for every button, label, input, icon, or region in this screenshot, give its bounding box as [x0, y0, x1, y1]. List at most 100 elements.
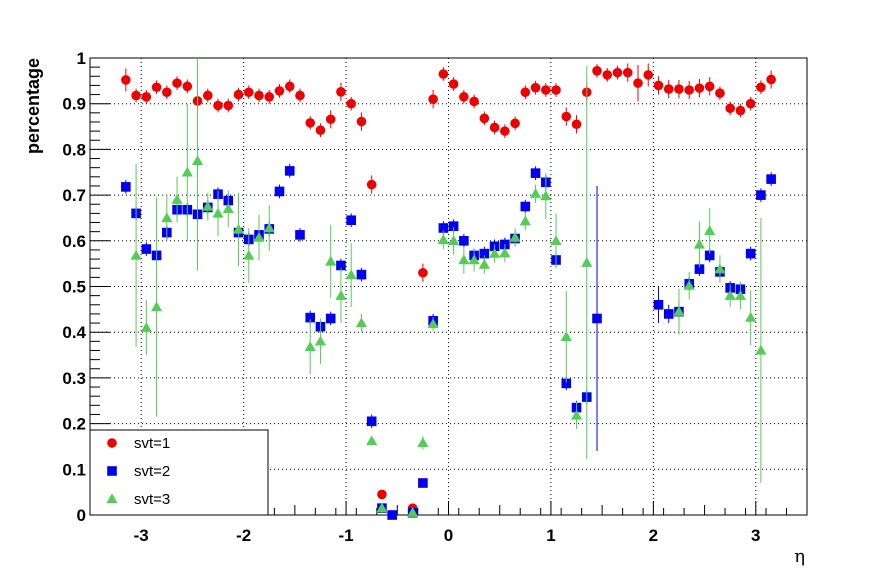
data-point	[407, 507, 419, 517]
data-point	[284, 166, 295, 176]
data-point	[766, 174, 776, 184]
data-point	[724, 290, 736, 300]
data-point	[335, 290, 347, 300]
data-point	[182, 81, 193, 92]
data-point	[366, 416, 377, 427]
legend-label: svt=2	[134, 463, 170, 480]
legend-label: svt=3	[134, 491, 170, 508]
data-point	[448, 221, 459, 231]
y-axis-title: percentage	[23, 58, 43, 154]
data-point	[346, 215, 356, 226]
data-point	[213, 100, 223, 111]
data-point	[243, 87, 254, 98]
legend: svt=1 svt=2 svt=3	[89, 429, 269, 516]
data-point	[745, 311, 757, 322]
data-point	[417, 437, 429, 447]
y-tick-label: 0.5	[62, 278, 86, 297]
data-point	[715, 88, 725, 98]
data-point	[202, 200, 214, 211]
data-point	[510, 118, 520, 129]
legend-marker	[107, 438, 117, 448]
data-point	[684, 85, 695, 95]
data-point	[121, 75, 131, 85]
data-point	[427, 318, 439, 329]
data-point	[233, 89, 244, 100]
y-tick-label: 0.7	[62, 186, 86, 205]
data-point	[479, 113, 490, 124]
data-point	[325, 255, 337, 266]
y-tick-label: 0.6	[62, 232, 86, 251]
data-point	[140, 322, 152, 332]
data-point	[305, 312, 316, 323]
data-point	[232, 223, 245, 234]
data-point	[150, 301, 163, 312]
data-point	[254, 90, 264, 101]
data-point	[469, 96, 479, 107]
data-point	[253, 232, 265, 242]
y-tick-label: 0.2	[62, 415, 86, 434]
x-axis-title: η	[794, 546, 805, 567]
x-tick-label: 1	[546, 526, 555, 545]
data-point	[745, 248, 756, 259]
data-point	[478, 258, 490, 269]
y-tick-label: 0.3	[62, 369, 86, 388]
data-point	[131, 90, 141, 101]
data-point	[438, 69, 449, 79]
data-point	[683, 279, 695, 290]
x-tick-label: -3	[134, 526, 149, 545]
data-point	[459, 92, 469, 102]
data-point	[622, 67, 633, 78]
data-point	[755, 344, 767, 355]
data-point	[468, 254, 480, 265]
data-point	[612, 67, 623, 78]
data-point	[437, 234, 449, 245]
data-point	[592, 313, 602, 324]
data-point	[304, 341, 316, 352]
data-point	[438, 223, 449, 233]
data-point	[570, 409, 583, 420]
data-point	[674, 84, 684, 94]
data-point	[653, 299, 664, 310]
data-point	[500, 126, 510, 136]
data-point	[540, 190, 552, 201]
data-point	[274, 186, 285, 197]
data-point	[181, 166, 193, 177]
data-point	[222, 203, 234, 214]
data-point	[274, 86, 285, 96]
data-point	[704, 225, 716, 235]
grid	[90, 57, 807, 516]
series-1	[121, 63, 776, 513]
data-point	[633, 78, 643, 88]
data-point	[243, 249, 255, 260]
data-point	[571, 119, 582, 130]
data-point	[488, 247, 501, 258]
data-point	[263, 222, 275, 233]
data-point	[663, 309, 674, 319]
data-point	[355, 317, 368, 328]
legend-marker	[107, 466, 117, 476]
data-point	[550, 235, 562, 245]
data-point	[130, 249, 142, 260]
legend-marker	[106, 493, 118, 504]
data-point	[366, 179, 377, 190]
data-point	[766, 74, 776, 85]
data-point	[223, 100, 234, 111]
data-point	[602, 70, 613, 80]
y-tick-label: 1	[77, 49, 86, 68]
x-tick-label: -1	[339, 526, 354, 545]
data-point	[520, 87, 531, 98]
data-point	[519, 215, 531, 226]
data-point	[295, 230, 305, 240]
data-point	[693, 238, 706, 249]
data-point	[121, 182, 131, 192]
legend-label: svt=1	[134, 435, 170, 452]
data-point	[202, 90, 213, 101]
data-point	[725, 103, 735, 114]
y-tick-label: 0.1	[62, 460, 86, 479]
data-point	[336, 260, 346, 271]
data-point	[663, 84, 674, 94]
y-tick-label: 0.8	[62, 140, 86, 159]
data-point	[704, 81, 715, 92]
data-point	[366, 435, 378, 446]
data-point	[735, 105, 746, 116]
